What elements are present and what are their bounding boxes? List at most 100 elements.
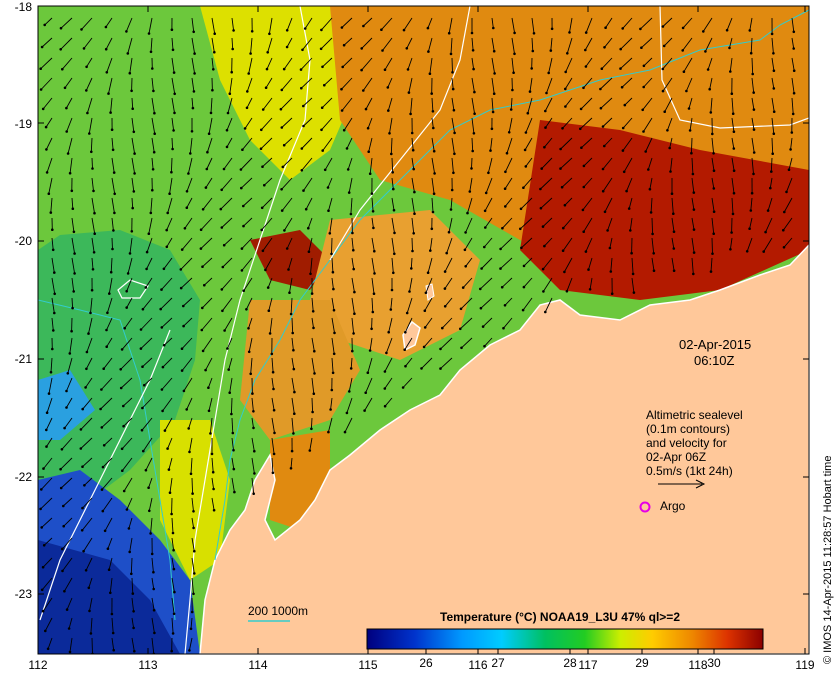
velocity-arrow — [565, 97, 573, 107]
velocity-arrow-head — [503, 187, 507, 190]
velocity-arrow — [283, 137, 293, 146]
velocity-arrow-head — [61, 547, 64, 551]
velocity-arrow-head — [122, 424, 125, 428]
colorbar-title: Temperature (°C) NOAA19_L3U 47% ql>=2 — [440, 610, 680, 624]
velocity-arrow — [311, 297, 314, 312]
velocity-arrow-head — [192, 30, 195, 34]
velocity-arrow — [523, 277, 533, 288]
velocity-arrow-head — [265, 67, 269, 71]
velocity-arrow-head — [264, 86, 268, 89]
velocity-arrow-head — [450, 188, 454, 192]
velocity-arrow-head — [40, 588, 44, 592]
velocity-arrow — [464, 237, 473, 251]
velocity-arrow — [643, 77, 653, 88]
velocity-arrow-head — [271, 471, 275, 475]
velocity-arrow-head — [524, 165, 528, 168]
velocity-arrow-head — [432, 126, 435, 130]
velocity-arrow-head — [82, 549, 85, 553]
velocity-arrow-head — [549, 49, 553, 52]
velocity-arrow-head — [39, 507, 42, 511]
velocity-arrow-head — [231, 431, 235, 435]
velocity-arrow — [51, 257, 55, 273]
velocity-arrow-head — [387, 330, 391, 334]
velocity-arrow — [281, 177, 293, 190]
velocity-arrow — [643, 117, 653, 132]
velocity-arrow — [384, 397, 393, 407]
velocity-arrow — [771, 97, 775, 112]
velocity-arrow — [282, 157, 293, 168]
velocity-arrow-head — [328, 232, 332, 235]
velocity-arrow-head — [682, 70, 686, 73]
velocity-arrow-head — [53, 292, 56, 296]
velocity-arrow — [145, 277, 153, 288]
velocity-arrow — [671, 197, 674, 214]
velocity-arrow — [66, 97, 73, 109]
velocity-arrow — [151, 597, 155, 611]
velocity-arrow — [751, 117, 755, 130]
velocity-arrow — [41, 517, 53, 528]
velocity-arrow — [645, 137, 653, 152]
velocity-arrow-head — [242, 204, 245, 208]
velocity-arrow-head — [85, 350, 89, 354]
velocity-arrow-head — [66, 152, 70, 155]
altimetry-legend-line: and velocity for — [646, 436, 727, 450]
velocity-arrow — [320, 37, 333, 50]
velocity-arrow-head — [203, 283, 206, 287]
velocity-arrow-head — [323, 168, 327, 172]
velocity-arrow-head — [133, 152, 136, 155]
velocity-arrow — [91, 237, 95, 253]
velocity-arrow — [151, 97, 155, 114]
colorbar-ticks — [425, 649, 715, 654]
velocity-arrow-head — [139, 328, 143, 331]
velocity-arrow-head — [232, 467, 236, 471]
velocity-arrow-head — [144, 468, 148, 472]
velocity-arrow — [691, 177, 695, 193]
velocity-arrow-head — [111, 631, 115, 635]
velocity-arrow — [150, 197, 153, 213]
velocity-arrow — [88, 317, 93, 334]
velocity-arrow — [620, 57, 633, 69]
velocity-arrow-head — [160, 388, 164, 391]
velocity-arrow — [60, 17, 73, 29]
velocity-arrow-head — [282, 143, 286, 147]
velocity-arrow-head — [260, 206, 264, 210]
velocity-arrow — [161, 317, 173, 328]
velocity-arrow-head — [119, 386, 123, 390]
velocity-arrow — [346, 397, 353, 414]
velocity-arrow — [200, 237, 213, 249]
velocity-arrow — [709, 77, 713, 90]
velocity-arrow — [566, 277, 573, 292]
velocity-arrow-head — [247, 72, 250, 75]
velocity-arrow — [111, 617, 114, 634]
velocity-arrow — [309, 437, 313, 451]
velocity-arrow — [471, 117, 475, 134]
velocity-arrow-head — [584, 48, 587, 52]
velocity-arrow-head — [692, 191, 696, 194]
velocity-arrow-head — [466, 211, 469, 215]
velocity-arrow-head — [340, 87, 343, 91]
velocity-arrow — [243, 217, 253, 227]
velocity-arrow — [131, 597, 135, 612]
velocity-arrow-head — [405, 47, 409, 50]
velocity-arrow — [223, 237, 233, 246]
altimetry-legend-line: 02-Apr 06Z — [646, 450, 707, 464]
velocity-arrow-head — [430, 227, 434, 231]
velocity-arrow-head — [287, 268, 290, 271]
velocity-arrow-head — [353, 290, 356, 294]
velocity-arrow — [131, 197, 134, 209]
velocity-arrow — [451, 97, 455, 111]
velocity-arrow — [151, 77, 154, 91]
velocity-arrow-head — [449, 208, 453, 211]
velocity-arrow-head — [479, 306, 483, 310]
velocity-arrow-head — [564, 70, 567, 74]
velocity-arrow — [763, 237, 773, 252]
velocity-arrow-head — [220, 226, 224, 229]
velocity-arrow-head — [291, 331, 295, 335]
velocity-arrow — [626, 177, 633, 192]
velocity-arrow-head — [199, 228, 203, 231]
velocity-arrow — [71, 237, 76, 254]
velocity-arrow — [271, 397, 275, 411]
velocity-arrow — [791, 97, 794, 114]
velocity-arrow-head — [493, 72, 496, 75]
velocity-arrow — [69, 157, 73, 174]
